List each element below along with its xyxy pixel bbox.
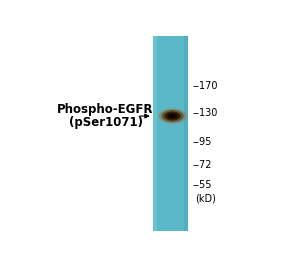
Ellipse shape: [164, 112, 181, 121]
Ellipse shape: [161, 110, 184, 122]
Text: --55: --55: [192, 180, 212, 190]
Bar: [184, 36, 188, 231]
Bar: [153, 36, 157, 231]
Text: Phospho-EGFR: Phospho-EGFR: [57, 103, 154, 116]
Text: (kD): (kD): [196, 193, 216, 203]
Ellipse shape: [170, 115, 175, 117]
Text: (pSer1071): (pSer1071): [68, 116, 143, 129]
Text: --130: --130: [192, 108, 218, 118]
Ellipse shape: [156, 107, 188, 125]
Text: --170: --170: [192, 81, 218, 91]
Text: --95: --95: [192, 138, 212, 148]
Text: --72: --72: [192, 160, 212, 170]
Bar: [153, 36, 188, 231]
Ellipse shape: [159, 109, 186, 123]
Ellipse shape: [167, 113, 178, 119]
